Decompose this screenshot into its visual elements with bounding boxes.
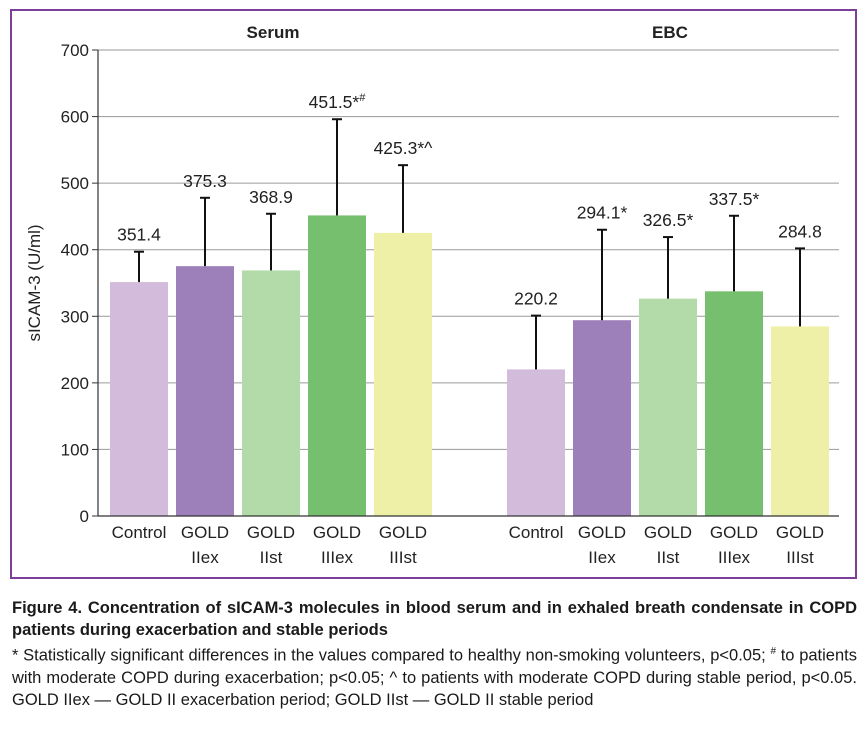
- bar: [110, 282, 168, 516]
- group-title: Serum: [247, 23, 300, 42]
- data-label: 220.2: [514, 289, 558, 309]
- y-tick-label: 500: [61, 174, 89, 193]
- data-label: 375.3: [183, 171, 227, 191]
- category-label: GOLD: [313, 523, 361, 542]
- category-label: IIex: [191, 548, 219, 567]
- bar: [639, 298, 697, 516]
- data-label: 425.3*^: [374, 138, 434, 158]
- y-tick-label: 100: [61, 440, 89, 459]
- y-tick-label: 700: [61, 41, 89, 60]
- category-label: IIIst: [389, 548, 417, 567]
- bar: [507, 369, 565, 516]
- category-label: GOLD: [247, 523, 295, 542]
- category-label: GOLD: [578, 523, 626, 542]
- category-label: IIIst: [786, 548, 814, 567]
- category-label: GOLD: [644, 523, 692, 542]
- y-tick-label: 0: [80, 507, 89, 526]
- data-label: 368.9: [249, 187, 293, 207]
- category-label: IIst: [657, 548, 680, 567]
- category-label: GOLD: [379, 523, 427, 542]
- data-label: 284.8: [778, 221, 822, 241]
- data-label: 351.4: [117, 225, 161, 245]
- figure-frame: 0 100 200 300 400 500 600 700 sICAM-3 (U/ml) Seru…: [10, 9, 857, 579]
- bar: [242, 270, 300, 516]
- data-label: 337.5*: [709, 189, 760, 209]
- y-tick-label: 300: [61, 307, 89, 326]
- y-tick-label: 200: [61, 374, 89, 393]
- y-tick-label: 400: [61, 241, 89, 260]
- category-label: IIIex: [321, 548, 354, 567]
- category-label: Control: [509, 523, 564, 542]
- caption-note: * Statistically significant differences …: [12, 641, 857, 711]
- caption-note-sup: #: [770, 646, 777, 657]
- bar: [308, 215, 366, 516]
- category-label: GOLD: [181, 523, 229, 542]
- bar: [176, 266, 234, 516]
- y-tick-label: 600: [61, 108, 89, 127]
- category-label: Control: [112, 523, 167, 542]
- data-label: 326.5*: [643, 210, 694, 230]
- bar: [771, 326, 829, 516]
- bar: [573, 320, 631, 516]
- category-label: IIIex: [718, 548, 751, 567]
- data-label-sup: #: [359, 92, 366, 104]
- caption-note-part1: * Statistically significant differences …: [12, 646, 771, 665]
- bar: [374, 232, 432, 517]
- category-label: GOLD: [710, 523, 758, 542]
- group-title: EBC: [652, 23, 688, 42]
- category-label: GOLD: [776, 523, 824, 542]
- bar-chart: 0 100 200 300 400 500 600 700 sICAM-3 (U/ml) Seru…: [25, 23, 839, 567]
- caption-note-part2: to patients with moderate COPD during ex…: [12, 646, 857, 709]
- category-label: IIst: [260, 548, 283, 567]
- y-axis-label: sICAM-3 (U/ml): [25, 224, 44, 341]
- figure-caption: Figure 4. Concentration of sICAM-3 molec…: [12, 597, 857, 711]
- data-label: 451.5*#: [309, 92, 367, 112]
- category-label: IIex: [588, 548, 616, 567]
- caption-title: Figure 4. Concentration of sICAM-3 molec…: [12, 599, 857, 639]
- bar: [705, 291, 763, 516]
- data-label: 294.1*: [577, 203, 628, 223]
